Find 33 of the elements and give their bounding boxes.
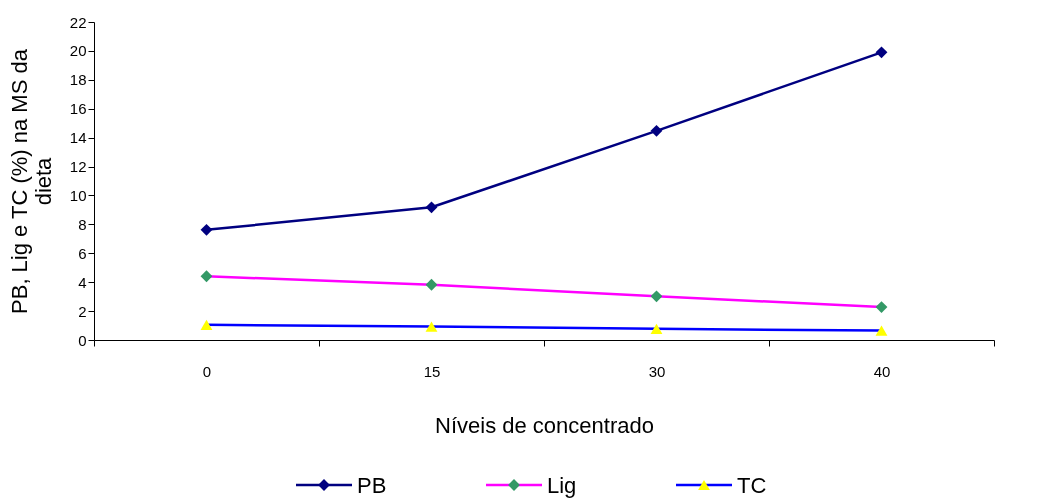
x-tick-label: 0 [202, 362, 212, 380]
point [650, 124, 663, 137]
y-tick-label: 22 [69, 13, 87, 31]
x-tick-label: 30 [648, 362, 666, 380]
legend-label: Lig [547, 473, 577, 498]
y-tick-label: 8 [78, 215, 87, 233]
x-tick-label: 40 [873, 362, 891, 380]
point [200, 319, 213, 330]
point [200, 223, 213, 236]
point [200, 270, 213, 283]
y-tick-label: 16 [69, 100, 87, 118]
y-tick-label: 18 [69, 71, 87, 89]
point [875, 46, 888, 59]
legend-label: TC [737, 473, 767, 498]
point [650, 323, 663, 334]
x-tick-label: 15 [423, 362, 441, 380]
y-tick-label: 4 [78, 273, 87, 291]
y-tick-label: 14 [69, 129, 87, 147]
x-axis-title: Níveis de concentrado [435, 412, 654, 438]
point [875, 325, 888, 336]
point [425, 278, 438, 291]
point [650, 290, 663, 303]
point [875, 301, 888, 313]
y-tick-label: 2 [78, 302, 87, 320]
y-axis-title: PB, Lig e TC (%) na MS da dieta [6, 48, 56, 314]
y-tick-label: 12 [69, 158, 87, 176]
point [425, 201, 438, 214]
y-tick-label: 6 [78, 244, 87, 262]
y-tick-label: 0 [78, 331, 87, 349]
y-tick-label: 20 [69, 42, 87, 60]
legend-label: PB [357, 473, 387, 498]
point [425, 321, 438, 332]
y-tick-label: 10 [69, 186, 87, 204]
